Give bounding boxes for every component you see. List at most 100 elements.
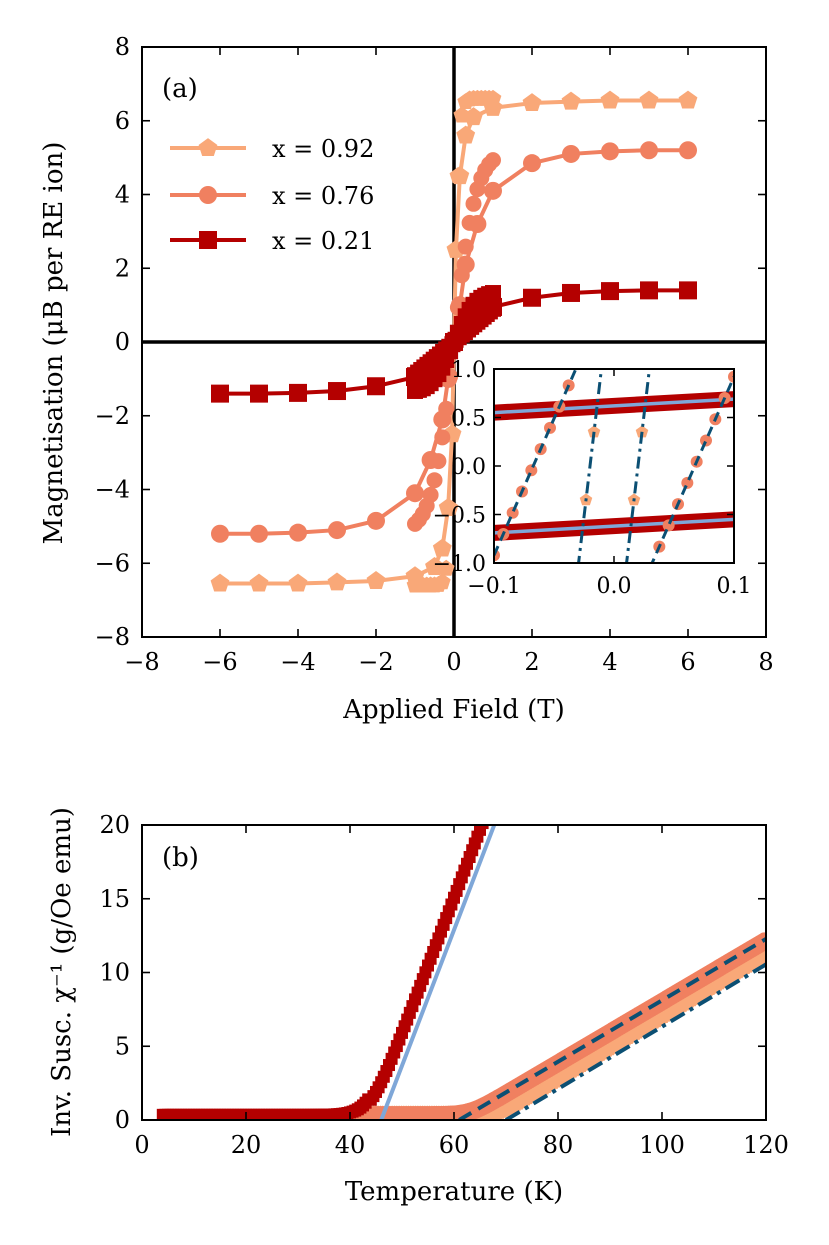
data-point [367,377,385,396]
y-tick-label-5: 2 [115,254,130,282]
inset-x-tick-label-1: 0.0 [597,574,632,599]
x-tick-label-0: 0 [134,1131,149,1159]
x-tick-label-2: 40 [335,1131,366,1159]
data-point [461,214,478,231]
data-point [639,90,659,109]
y-tick-label-2: −4 [95,476,130,504]
data-point [640,141,658,160]
data-point [422,486,439,503]
panel-a: −8 −6 −4 −2 0 2 4 6 8 −8 −6 −4 −2 0 2 4 6 8 (a) Applied F… [39,33,774,725]
data-point [438,400,455,417]
y-tick-label-3: −2 [95,402,130,430]
data-point [289,383,307,402]
data-point [367,511,385,530]
data-point [484,89,502,106]
tick-labels: −8 −6 −4 −2 0 2 4 6 8 −8 −6 −4 −2 0 2 4 6 8 [95,33,774,676]
data-point [288,573,308,592]
inset-y-tick-label-2: 0.0 [451,455,486,480]
inset-x-tick-label-0: −0.1 [467,574,520,599]
y-tick-label-4: 20 [99,811,130,839]
data-point [449,167,467,184]
y-tick-label-3: 15 [99,885,130,913]
data-point [406,484,424,503]
x-axis-label-b: Temperature (K) [345,1177,563,1207]
data-point [426,472,443,489]
legend-label: x = 0.76 [272,182,374,210]
inset-series-group [494,369,734,563]
x-tick-label-8: 8 [758,648,773,676]
legend-label: x = 0.21 [272,227,374,255]
x-tick-label-5: 100 [639,1131,685,1159]
x-tick-label-2: −4 [280,648,315,676]
panel-label-a: (a) [162,74,198,104]
inset-fit-021-1 [494,517,734,535]
inset-tick-labels: −0.1 0.0 0.1 −1.0 −0.5 0.0 0.5 1.0 [433,358,752,599]
data-point [681,476,694,489]
x-tick-label-1: −6 [202,648,237,676]
data-point [523,154,541,173]
inset-branch-076-1 [646,370,734,563]
data-point [250,384,268,403]
y-tick-label-1: 5 [115,1032,130,1060]
y-axis-label-b: Inv. Susc. χ⁻¹ (g/Oe emu) [47,807,77,1137]
data-point [210,573,230,592]
data-point [289,523,307,542]
data-point [453,267,470,284]
inset-y-tick-label-0: −1.0 [433,552,486,577]
data-point [328,382,346,401]
data-point [433,573,451,590]
x-tick-label-4: 0 [446,648,461,676]
data-point [434,429,451,446]
legend-item-0: x = 0.92 [170,135,374,163]
data-point [562,283,580,302]
data-point [457,238,474,255]
inset-fit-092-0 [577,369,603,563]
series-group [210,89,698,593]
x-axis-label-a: Applied Field (T) [342,695,565,725]
panel-label-b: (b) [162,843,199,873]
tick-marks [141,824,767,1121]
panel-b: 0 20 40 60 80 100 120 0 5 10 15 20 (b) Temperature … [47,807,789,1207]
y-tick-label-1: −6 [95,549,130,577]
data-point [600,90,620,109]
inset-x-tick-label-2: 0.1 [717,574,752,599]
data-point [447,331,464,348]
inset-fit-076-0 [494,369,578,556]
series-0_21 [211,281,697,403]
data-point [211,384,229,403]
data-point [474,825,486,836]
inset-branch-076-0 [494,369,582,562]
data-point [453,106,471,123]
x-tick-label-4: 80 [543,1131,574,1159]
data-point [645,369,655,370]
data-point [211,524,229,543]
data-point [562,144,580,163]
x-tick-label-0: −8 [124,648,159,676]
data-point [465,195,482,212]
data-point [679,141,697,160]
y-tick-label-2: 10 [99,959,130,987]
data-point [484,181,502,200]
tick-labels: 0 20 40 60 80 100 120 0 5 10 15 20 [99,811,788,1159]
data-point [249,573,269,592]
data-point [430,453,447,470]
x-tick-label-3: −2 [358,648,393,676]
data-point [601,142,619,161]
legend-marker [198,138,218,157]
data-point [635,425,649,438]
data-point [523,288,541,307]
tick-marks [141,46,767,638]
fit-0.21 [379,825,497,1120]
legend-marker [199,231,217,249]
data-point [544,421,556,434]
x-tick-label-5: 2 [524,648,539,676]
inset-fit-076-1 [650,376,734,563]
data-point [476,825,489,830]
y-tick-label-0: 0 [115,1106,130,1134]
data-point [678,90,698,109]
series-0_92 [210,89,698,593]
data-point [522,93,542,112]
data-point [425,557,444,575]
x-tick-label-7: 6 [680,648,695,676]
fit-0.92 [504,962,766,1120]
